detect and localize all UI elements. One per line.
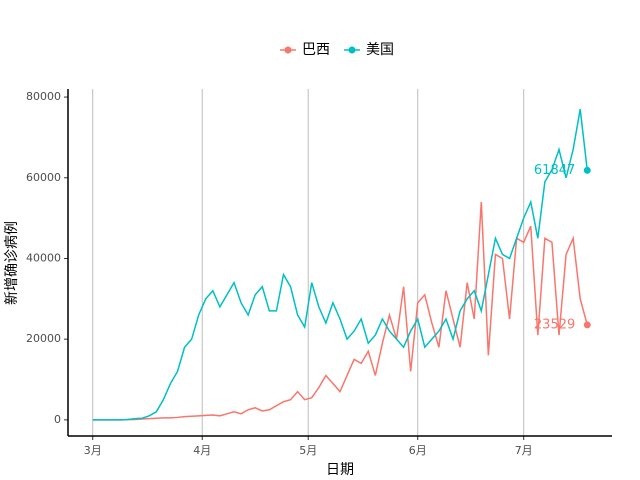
y-tick-label: 80000 [26, 90, 61, 103]
legend-label: 巴西 [302, 42, 330, 58]
legend-point [284, 46, 292, 54]
end-point [583, 166, 591, 174]
series-line [92, 201, 588, 421]
y-axis-title: 新增确诊病例 [4, 221, 20, 305]
x-tick-label: 7月 [515, 444, 533, 457]
end-label: 61847 [534, 163, 575, 178]
x-tick-label: 6月 [409, 444, 427, 457]
y-tick-label: 40000 [26, 251, 61, 264]
legend-label: 美国 [366, 42, 394, 58]
y-tick-label: 60000 [26, 171, 61, 184]
y-tick-label: 20000 [26, 332, 61, 345]
x-tick-label: 5月 [299, 444, 317, 457]
series-line [92, 109, 589, 421]
end-label: 23529 [534, 317, 575, 332]
legend-point [348, 46, 356, 54]
y-tick-label: 0 [54, 413, 61, 426]
x-axis-title: 日期 [326, 462, 354, 478]
x-tick-label: 4月 [193, 444, 211, 457]
x-tick-label: 3月 [84, 444, 102, 457]
end-point [583, 321, 591, 329]
